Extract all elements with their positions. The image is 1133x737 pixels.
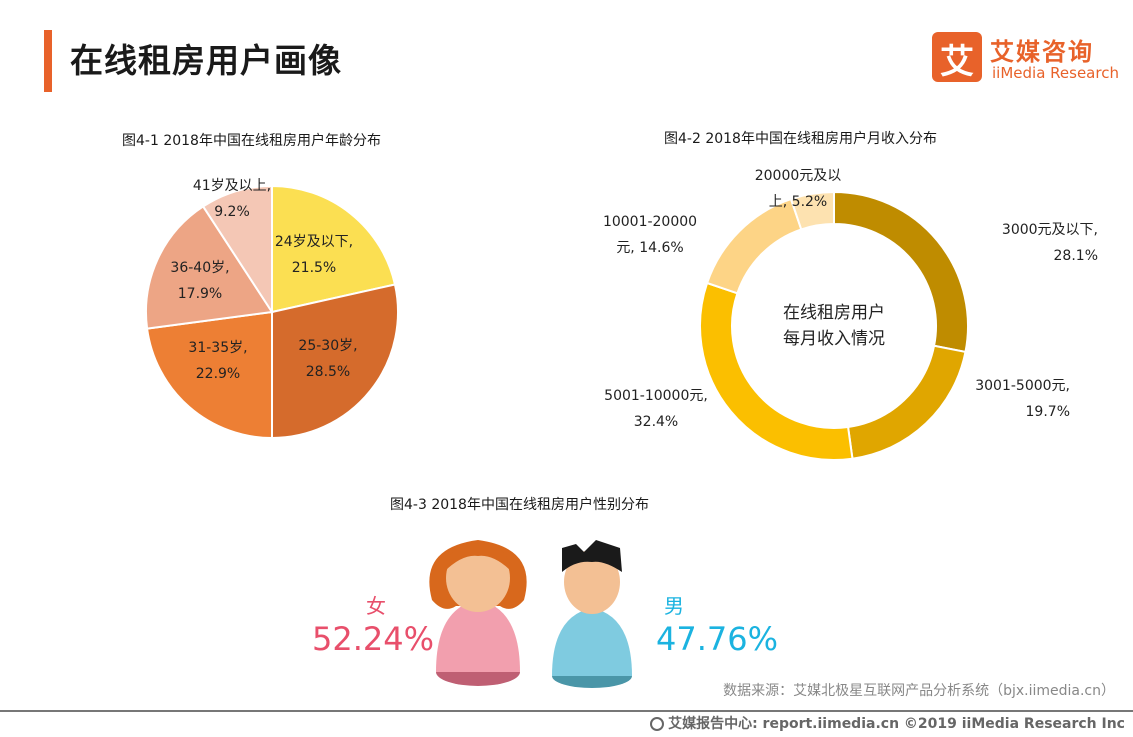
income-label-4-line2: 上, 5.2% [769, 194, 827, 210]
income-chart-title: 图4-2 2018年中国在线租房用户月收入分布 [664, 131, 937, 147]
income-label-4-line1: 20000元及以 [755, 168, 842, 184]
age-label-3-line2: 17.9% [178, 286, 222, 302]
male-body [552, 608, 632, 676]
income-label-1-line2: 19.7% [1026, 404, 1070, 420]
gender-male-value: 47.76% [656, 620, 779, 658]
page-title: 在线租房用户画像 [70, 41, 342, 80]
income-label-2-line1: 5001-10000元, [604, 388, 708, 404]
age-label-0-line2: 21.5% [292, 260, 336, 276]
income-center-text-2: 每月收入情况 [783, 329, 885, 349]
age-label-2-line1: 31-35岁, [188, 340, 247, 356]
female-figure [429, 540, 527, 686]
income-slice-1 [846, 344, 967, 460]
data-source-note: 数据来源：艾媒北极星互联网产品分析系统（bjx.iimedia.cn） [723, 683, 1115, 699]
age-label-3-line1: 36-40岁, [170, 260, 229, 276]
title-accent-bar [44, 30, 52, 92]
income-donut-chart: 3000元及以下, 28.1% 3001-5000元, 19.7% 5001-10000… [603, 168, 1098, 461]
age-label-1-line1: 25-30岁, [298, 338, 357, 354]
income-center-text-1: 在线租房用户 [783, 303, 885, 323]
age-slice-2 [145, 310, 273, 440]
income-slice-3 [705, 197, 803, 295]
gender-female-label: 女 [366, 594, 386, 618]
income-label-3-line1: 10001-20000 [603, 214, 697, 230]
gender-female-value: 52.24% [312, 620, 435, 658]
globe-icon [650, 717, 665, 731]
income-label-0-line1: 3000元及以下, [1002, 222, 1098, 238]
footer-credit: 艾媒报告中心: report.iimedia.cn ©2019 iiMedia … [650, 713, 1125, 733]
age-pie-chart: 24岁及以下, 21.5% 25-30岁, 28.5% 31-35岁, 22.9% 36-4… [145, 178, 399, 440]
income-label-3-line2: 元, 14.6% [616, 240, 683, 256]
age-label-4-line2: 9.2% [214, 204, 250, 220]
footer-divider [0, 710, 1133, 712]
age-slice-1 [271, 283, 399, 440]
footer-text: 艾媒报告中心: report.iimedia.cn ©2019 iiMedia … [668, 716, 1125, 732]
male-hair [562, 540, 622, 572]
female-fringe [444, 542, 512, 572]
age-label-4-line1: 41岁及以上, [193, 178, 271, 194]
male-figure [552, 540, 632, 688]
age-slice-0 [271, 184, 397, 314]
age-label-2-line2: 22.9% [196, 366, 240, 382]
income-slice-4 [789, 190, 835, 231]
logo-english-name: iiMedia Research [992, 64, 1119, 82]
iimedia-logo: 艾 艾媒咨询 iiMedia Research [932, 30, 1122, 86]
logo-mark [932, 32, 982, 82]
female-body [436, 600, 520, 672]
income-label-1-line1: 3001-5000元, [975, 378, 1070, 394]
age-slice-4 [201, 184, 273, 316]
logo-mark-char: 艾 [940, 42, 974, 82]
male-face [564, 550, 620, 614]
age-chart-title: 图4-1 2018年中国在线租房用户年龄分布 [122, 133, 381, 149]
age-label-1-line2: 28.5% [306, 364, 350, 380]
gender-male-label: 男 [664, 594, 684, 618]
logo-chinese-name: 艾媒咨询 [990, 38, 1094, 66]
income-label-0-line2: 28.1% [1054, 248, 1098, 264]
income-slice-0 [833, 190, 969, 354]
income-label-2-line2: 32.4% [634, 414, 678, 430]
age-label-0-line1: 24岁及以下, [275, 234, 353, 250]
gender-chart-title: 图4-3 2018年中国在线租房用户性别分布 [390, 497, 649, 513]
female-face [446, 544, 510, 612]
age-slice-3 [145, 205, 274, 330]
